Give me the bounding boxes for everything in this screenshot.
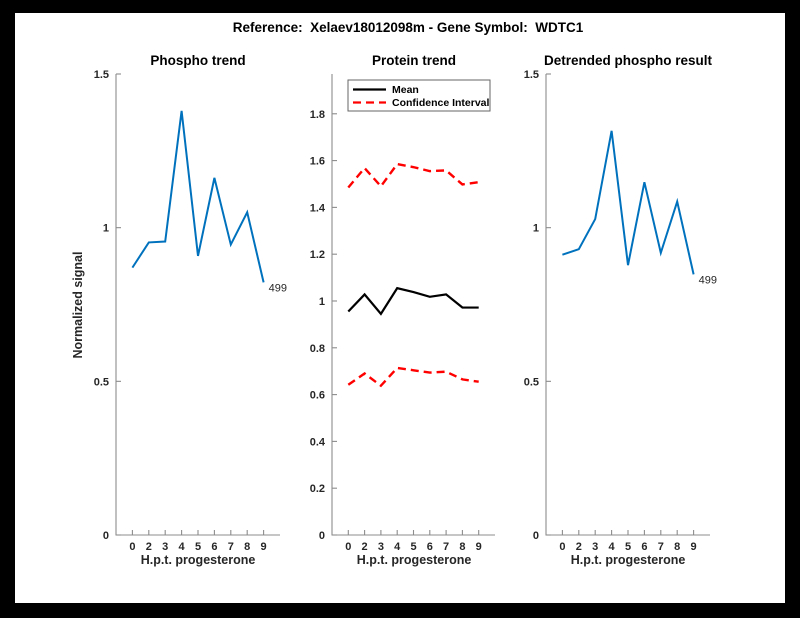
x-tick-label: 3 [378, 541, 384, 553]
plot3-title: Detrended phospho result [543, 53, 712, 68]
legend-label-confidence-interval: Confidence Interval [392, 97, 490, 109]
y-tick-label: 0 [103, 530, 109, 542]
y-tick-label: 1.8 [310, 109, 325, 121]
x-tick-label: 8 [674, 541, 680, 553]
x-tick-label: 2 [576, 541, 582, 553]
x-tick-label: 4 [609, 541, 616, 553]
y-tick-label: 1 [103, 223, 109, 235]
y-tick-label: 0.2 [310, 483, 325, 495]
y-tick-label: 1.4 [310, 202, 326, 214]
x-tick-label: 3 [592, 541, 598, 553]
x-tick-label: 7 [228, 541, 234, 553]
y-tick-label: 0 [319, 530, 325, 542]
plot1-xlabel: H.p.t. progesterone [140, 553, 256, 567]
y-tick-label: 1.5 [524, 69, 539, 81]
y-tick-label: 0.8 [310, 343, 325, 355]
x-tick-label: 0 [129, 541, 135, 553]
x-tick-label: 4 [394, 541, 401, 553]
axis-spines [545, 74, 710, 536]
series-line-phospho-signal [131, 110, 265, 283]
y-tick-label: 1.5 [94, 69, 109, 81]
series-line-mean [347, 286, 479, 316]
x-tick-label: 4 [179, 541, 186, 553]
x-tick-label: 6 [641, 541, 647, 553]
y-tick-label: 0.6 [310, 390, 325, 402]
subplot-protein-trend: 00.20.40.60.811.21.41.61.80 2 3 4 5 6 7 8 9MeanC… [310, 74, 495, 553]
legend-box [347, 79, 491, 112]
y-tick-label: 1 [319, 296, 325, 308]
x-tick-label: 9 [691, 541, 697, 553]
series-end-label: 499 [269, 282, 287, 294]
x-tick-label: 8 [459, 541, 465, 553]
y-tick-label: 0.4 [310, 436, 326, 448]
y-tick-label: 1 [533, 223, 539, 235]
legend-label-mean: Mean [392, 84, 419, 96]
x-tick-label: 0 [345, 541, 351, 553]
series-line-confidence-interval-upper [347, 162, 479, 189]
y-tick-label: 1.2 [310, 249, 325, 261]
x-tick-label: 9 [476, 541, 482, 553]
x-tick-label: 2 [146, 541, 152, 553]
series-end-label: 499 [699, 274, 717, 286]
y-tick-label: 1.6 [310, 156, 325, 168]
x-tick-label: 7 [658, 541, 664, 553]
y-tick-label: 0 [533, 530, 539, 542]
series-line-detrended-phospho-signal [562, 130, 695, 275]
figure-title: Reference: Xelaev18012098m - Gene Symbol… [232, 20, 584, 35]
plot2-xlabel: H.p.t. progesterone [356, 553, 472, 567]
x-tick-label: 5 [410, 541, 416, 553]
x-tick-label: 8 [244, 541, 250, 553]
x-tick-label: 5 [195, 541, 201, 553]
plot1-title: Phospho trend [150, 53, 246, 68]
plot2-title: Protein trend [371, 53, 456, 68]
y-tick-label: 0.5 [94, 376, 109, 388]
y-tick-label: 0.5 [524, 376, 539, 388]
x-tick-label: 7 [443, 541, 449, 553]
x-tick-label: 3 [162, 541, 168, 553]
x-tick-label: 9 [261, 541, 267, 553]
axis-spines [115, 74, 280, 536]
x-tick-label: 5 [625, 541, 631, 553]
x-tick-label: 0 [559, 541, 565, 553]
series-line-confidence-interval-lower [347, 366, 479, 388]
x-tick-label: 2 [362, 541, 368, 553]
x-tick-label: 6 [211, 541, 217, 553]
plot3-xlabel: H.p.t. progesterone [570, 553, 686, 567]
x-tick-label: 6 [427, 541, 433, 553]
